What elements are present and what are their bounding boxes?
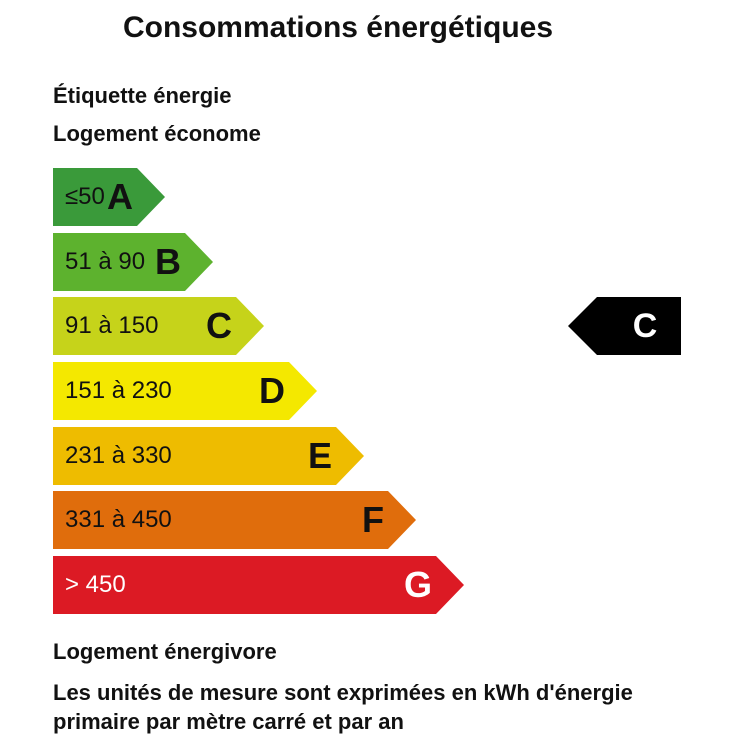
energy-class-range: 51 à 90 (65, 248, 146, 275)
energy-intensive-housing-label: Logement énergivore (53, 639, 277, 664)
energy-class-arrow-d (53, 362, 317, 420)
label-heading: Étiquette énergie (53, 83, 232, 108)
energy-class-range: 231 à 330 (65, 442, 172, 469)
energy-class-range: > 450 (65, 571, 126, 598)
energy-class-bar-f: 331 à 450 F (53, 491, 416, 549)
energy-class-letter: D (259, 370, 285, 411)
energy-class-bar-c: 91 à 150 C (53, 297, 264, 355)
indicator-arrow (568, 297, 681, 355)
energy-class-letter: B (155, 241, 181, 282)
energy-class-arrow-e (53, 427, 364, 485)
energy-class-letter: G (403, 564, 432, 605)
current-class-indicator: C (568, 297, 681, 355)
energy-class-range: 331 à 450 (65, 506, 172, 533)
page-title: Consommations énergétiques (122, 11, 554, 44)
energy-class-arrow-c (53, 297, 264, 355)
energy-class-letter: C (206, 305, 232, 346)
energy-class-bar-b: 51 à 90 B (53, 233, 213, 291)
energy-class-arrow-f (53, 491, 416, 549)
efficient-housing-label: Logement économe (53, 121, 261, 146)
energy-class-range: 91 à 150 (65, 312, 159, 339)
energy-class-bar-e: 231 à 330 E (53, 427, 364, 485)
units-note: Les unités de mesure sont exprimées en k… (53, 678, 733, 736)
current-class-letter: C (632, 307, 658, 345)
energy-class-range: 151 à 230 (65, 377, 172, 404)
energy-class-bar-a: ≤50 A (53, 168, 165, 226)
energy-class-bar-d: 151 à 230 D (53, 362, 317, 420)
energy-class-arrow-b (53, 233, 213, 291)
energy-class-letter: A (107, 176, 133, 217)
energy-class-arrow-g (53, 556, 464, 614)
units-note-line-1: Les unités de mesure sont exprimées en k… (53, 680, 633, 705)
units-note-line-2: primaire par mètre carré et par an (53, 709, 404, 734)
energy-class-bar-g: > 450 G (53, 556, 464, 614)
energy-class-letter: E (307, 435, 332, 476)
energy-class-letter: F (362, 499, 384, 540)
energy-class-arrow-a (53, 168, 165, 226)
energy-class-range: ≤50 (65, 183, 105, 210)
